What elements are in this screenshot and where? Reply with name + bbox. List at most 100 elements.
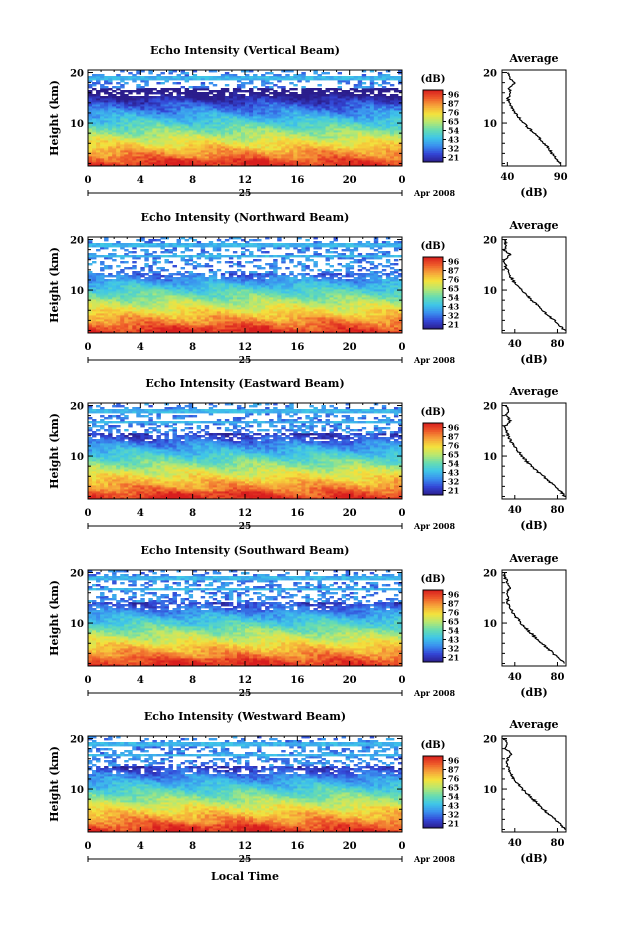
heatmap-cell [132, 112, 137, 115]
heatmap-cell [285, 114, 290, 117]
heatmap-cell [345, 134, 351, 137]
heatmap-cell [305, 152, 310, 155]
heatmap-cell [152, 128, 157, 131]
heatmap-cell [132, 90, 137, 93]
heatmap-cell [373, 132, 379, 135]
heatmap-cell [373, 126, 379, 129]
heatmap-cell [385, 116, 391, 119]
heatmap-cell [92, 100, 97, 103]
heatmap-cell [132, 122, 137, 125]
heatmap-cell [164, 102, 169, 105]
heatmap-cell [281, 130, 286, 133]
heatmap-cell [253, 86, 258, 89]
heatmap-cell [325, 134, 330, 137]
heatmap-cell [224, 158, 230, 161]
heatmap-cell [261, 98, 266, 101]
heatmap-cell [164, 156, 169, 159]
heatmap-cell [353, 164, 359, 167]
heatmap-cell [329, 106, 334, 109]
heatmap-cell [305, 114, 310, 117]
colorbar-unit: (dB) [421, 74, 446, 85]
heatmap-cell [132, 102, 137, 105]
heatmap-cell [140, 96, 145, 99]
heatmap-cell [393, 148, 399, 151]
heatmap-cell [285, 94, 290, 97]
heatmap-cell [353, 140, 359, 143]
heatmap-cell [393, 144, 399, 147]
y-tick-label: 10 [70, 119, 84, 130]
heatmap-cell [88, 126, 93, 129]
heatmap-cell [204, 138, 210, 141]
heatmap-cell [200, 144, 206, 147]
heatmap-cell [325, 158, 330, 161]
heatmap-cell [140, 134, 145, 137]
heatmap-cell [393, 116, 399, 119]
heatmap-cell [112, 94, 117, 97]
heatmap-cell [289, 108, 294, 111]
heatmap-cell [164, 124, 169, 127]
heatmap-cell [305, 100, 310, 103]
heatmap-cell [317, 110, 322, 113]
average-x-tick-label: 90 [554, 172, 568, 183]
heatmap-cell [261, 142, 266, 145]
heatmap-cell [341, 132, 347, 135]
heatmap-cell [92, 118, 97, 121]
heatmap-cell [100, 116, 105, 119]
heatmap-cell [108, 148, 113, 151]
heatmap-cell [184, 120, 190, 123]
heatmap-cell [393, 124, 399, 127]
heatmap-cell [128, 72, 133, 75]
heatmap-cell [277, 118, 282, 121]
heatmap-cell [148, 102, 153, 105]
heatmap-cell [192, 96, 198, 99]
heatmap-cell [349, 120, 355, 123]
heatmap-cell [373, 102, 379, 105]
heatmap-cell [297, 162, 302, 165]
heatmap-cell [156, 102, 161, 105]
heatmap-cell [357, 98, 363, 101]
heatmap-cell [140, 140, 145, 143]
heatmap-cell [265, 120, 270, 123]
heatmap-cell [192, 86, 198, 89]
heatmap-cell [361, 124, 367, 127]
heatmap-cell [289, 106, 294, 109]
heatmap-cell [269, 134, 274, 137]
heatmap-cell [192, 154, 198, 157]
heatmap-cell [249, 136, 254, 139]
heatmap-cell [325, 104, 330, 107]
heatmap-cell [240, 126, 246, 129]
heatmap-cell [397, 158, 403, 161]
heatmap-cell [148, 146, 153, 149]
heatmap-cell [273, 160, 278, 163]
heatmap-cell [301, 158, 306, 161]
heatmap-cell [345, 104, 351, 107]
heatmap-cell [232, 134, 238, 137]
heatmap-cell [220, 128, 226, 131]
heatmap-cell [88, 110, 93, 113]
heatmap-cell [377, 134, 383, 137]
heatmap-cell [317, 112, 322, 115]
heatmap-cell [357, 128, 363, 131]
heatmap-cell [381, 112, 387, 115]
heatmap-cell [389, 128, 395, 131]
heatmap-cell [329, 76, 334, 79]
heatmap-cell [220, 116, 226, 119]
heatmap-cell [293, 126, 298, 129]
heatmap-cell [136, 88, 141, 91]
heatmap-cell [317, 128, 322, 131]
heatmap-cell [257, 140, 262, 143]
heatmap-cell [345, 120, 351, 123]
heatmap-cell [257, 162, 262, 165]
heatmap-cell [265, 136, 270, 139]
heatmap-cell [333, 162, 338, 165]
heatmap-cell [168, 142, 173, 145]
heatmap-cell [228, 96, 234, 99]
heatmap-cell [124, 130, 129, 133]
heatmap-cell [152, 136, 157, 139]
heatmap-cell [92, 136, 97, 139]
heatmap-cell [100, 134, 105, 137]
heatmap-cell [216, 102, 222, 105]
heatmap-cell [361, 100, 367, 103]
heatmap-cell [124, 150, 129, 153]
heatmap-cell [353, 156, 359, 159]
